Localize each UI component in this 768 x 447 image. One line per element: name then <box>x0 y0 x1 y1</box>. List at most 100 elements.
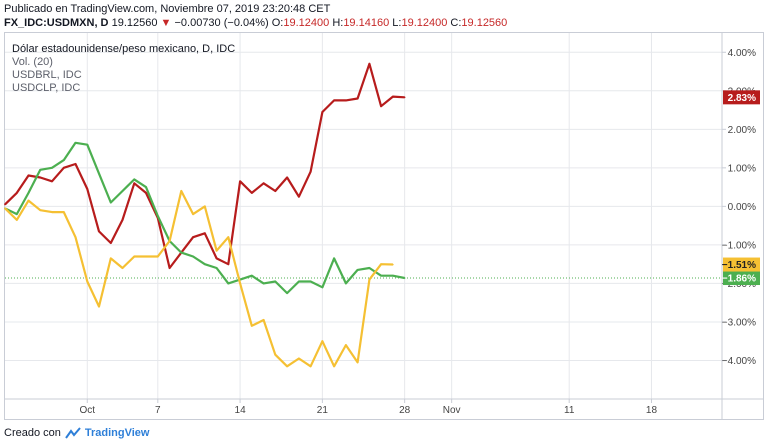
close-label: C: <box>450 17 462 29</box>
x-tick-label: 11 <box>564 405 575 416</box>
data-point-usdbrl <box>39 168 42 171</box>
data-point-usdmxn <box>215 257 218 260</box>
data-point-usdclp <box>345 344 347 346</box>
data-point-usdclp <box>356 361 359 364</box>
x-tick-label: 14 <box>235 405 247 416</box>
price-change: −0.00730 (−0.04%) <box>174 17 269 29</box>
data-point-usdclp <box>39 209 42 212</box>
legend-volume[interactable]: Vol. (20) <box>12 56 53 68</box>
data-point-usdbrl <box>62 159 65 161</box>
data-point-usdbrl <box>15 213 18 215</box>
ticker-line: FX_IDC:USDMXN, D 19.12560 ▼ −0.00730 (−0… <box>4 17 507 29</box>
data-point-usdbrl <box>298 280 300 283</box>
data-point-usdclp <box>74 236 77 238</box>
data-point-usdclp <box>109 257 112 260</box>
footer-brand[interactable]: TradingView <box>84 427 150 439</box>
chart-frame[interactable] <box>4 32 764 420</box>
footer: Creado con TradingView <box>4 427 149 439</box>
data-point-usdclp <box>380 263 382 265</box>
data-point-usdmxn <box>227 263 230 265</box>
last-price-label-usdbrl <box>723 271 760 286</box>
data-point-usdmxn <box>109 242 112 244</box>
x-tick-label: Oct <box>79 405 95 416</box>
data-point-usdmxn <box>168 267 171 269</box>
series-layer <box>4 62 406 368</box>
data-point-usdclp <box>321 340 324 343</box>
y-tick-label: −1.00% <box>722 240 756 251</box>
data-point-usdbrl <box>368 267 371 269</box>
data-point-usdbrl <box>27 192 30 194</box>
data-point-usdclp <box>15 219 18 221</box>
open-label: O: <box>271 17 284 29</box>
data-point-usdmxn <box>403 96 406 99</box>
y-tick-label: 0.00% <box>728 202 756 213</box>
data-point-usdbrl <box>192 255 194 258</box>
data-point-usdmxn <box>62 167 65 169</box>
data-point-usdbrl <box>133 178 136 181</box>
legend-usdclp[interactable]: USDCLP, IDC <box>12 82 81 94</box>
data-point-usdbrl <box>227 282 230 285</box>
data-point-usdbrl <box>380 274 382 277</box>
data-point-usdbrl <box>109 201 112 204</box>
data-point-usdmxn <box>86 188 89 190</box>
data-point-usdclp <box>309 365 312 368</box>
data-point-usdmxn <box>333 99 335 102</box>
last-price-label-usdmxn <box>723 90 760 105</box>
x-tick-label: Nov <box>443 405 461 416</box>
data-point-usdclp <box>133 255 136 258</box>
y-tick-label: 4.00% <box>728 48 756 59</box>
data-point-usdclp <box>392 263 394 266</box>
low-value: 19.12400 <box>401 17 448 29</box>
y-tick-label: −4.00% <box>722 356 756 367</box>
data-point-usdbrl <box>274 280 277 283</box>
data-point-usdclp <box>368 278 371 281</box>
data-point-usdclp <box>204 205 206 208</box>
y-tick-label: 1.00% <box>728 163 756 174</box>
last-price-label-usdclp <box>723 257 760 272</box>
legend-title[interactable]: Dólar estadounidense/peso mexicano, D, I… <box>12 43 236 55</box>
data-point-usdmxn <box>192 236 194 238</box>
footer-prefix: Creado con <box>4 427 61 439</box>
data-point-usdbrl <box>98 172 100 175</box>
data-point-usdclp <box>4 207 6 210</box>
x-tick-label: 7 <box>155 405 161 416</box>
y-tick-label: 2.00% <box>728 125 756 136</box>
series-line-usdbrl <box>4 141 405 295</box>
data-point-usdmxn <box>368 63 371 65</box>
close-value: 19.12560 <box>461 17 508 29</box>
data-point-usdmxn <box>356 97 359 100</box>
data-point-usdbrl <box>251 274 253 277</box>
data-point-usdmxn <box>262 182 265 185</box>
data-point-usdclp <box>192 213 194 215</box>
data-point-usdclp <box>227 236 230 238</box>
data-point-usdclp <box>27 199 30 202</box>
change-arrow-icon: ▼ <box>160 17 172 29</box>
data-point-usdmxn <box>298 195 300 198</box>
x-tick-label: 18 <box>646 405 658 416</box>
data-point-usdbrl <box>86 143 89 146</box>
data-point-usdclp <box>286 365 288 368</box>
data-point-usdbrl <box>180 251 183 254</box>
data-point-usdmxn <box>286 176 288 179</box>
data-point-usdclp <box>145 255 147 258</box>
data-point-usdclp <box>168 240 171 242</box>
data-point-usdbrl <box>121 190 124 192</box>
data-point-usdmxn <box>392 95 394 98</box>
data-point-usdclp <box>86 280 89 283</box>
y-tick-label: −3.00% <box>722 317 756 328</box>
data-point-usdbrl <box>333 257 335 260</box>
data-point-usdmxn <box>321 111 324 113</box>
last-price: 19.12560 <box>111 17 158 29</box>
data-point-usdclp <box>251 325 253 327</box>
data-point-usdbrl <box>145 186 147 188</box>
data-point-usdmxn <box>309 170 312 173</box>
data-point-usdclp <box>98 305 100 308</box>
data-point-usdbrl <box>321 286 324 289</box>
legend-usdbrl[interactable]: USDBRL, IDC <box>12 69 82 81</box>
data-point-usdmxn <box>204 232 206 235</box>
data-point-usdbrl <box>157 215 159 217</box>
data-point-usdclp <box>333 365 335 368</box>
data-point-usdbrl <box>403 277 406 279</box>
data-point-usdbrl <box>309 280 312 283</box>
